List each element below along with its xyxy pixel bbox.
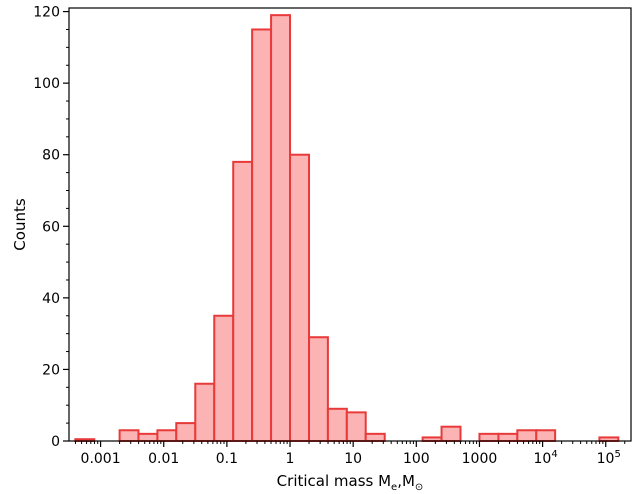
plot-frame	[68, 7, 632, 442]
histogram-bar-16	[440, 425, 462, 443]
x-tick-label-6: 1000	[462, 451, 498, 467]
histogram-bars	[74, 14, 620, 443]
x-axis-label-sub-sun: ⊙	[415, 482, 423, 493]
histogram-bar-3	[156, 429, 178, 443]
x-axis-label-sub-e: e	[391, 482, 397, 493]
histogram-bar-8	[251, 28, 273, 442]
x-axis-label-mid: ,M	[397, 472, 415, 490]
x-tick-label-2: 0.1	[216, 451, 238, 467]
histogram-bar-2	[137, 432, 159, 442]
y-tick-label-3: 60	[42, 219, 60, 235]
x-tick-label-7: 104	[533, 449, 557, 467]
histogram-bar-1	[118, 429, 140, 443]
y-axis-ticks: 0 20 40 60 80 100 120	[33, 5, 69, 450]
histogram-bar-11	[308, 336, 329, 442]
y-tick-label-0: 0	[51, 434, 60, 450]
histogram-bar-6	[213, 314, 235, 442]
y-tick-label-1: 20	[42, 362, 60, 378]
y-tick-label-2: 40	[42, 291, 60, 307]
y-tick-label-5: 100	[33, 76, 60, 92]
y-tick-label-4: 80	[42, 148, 60, 164]
x-axis-label: Critical mass Me,M⊙	[277, 472, 424, 493]
x-tick-label-0: 0.001	[81, 451, 121, 467]
y-tick-label-6: 120	[33, 5, 60, 21]
histogram-bar-7	[232, 160, 254, 442]
histogram-bar-13	[345, 411, 367, 442]
histogram-bar-5	[194, 382, 216, 442]
x-tick-label-1: 0.01	[148, 451, 179, 467]
x-tick-label-4: 10	[344, 451, 362, 467]
x-axis-ticks: 0.001 0.01 0.1 1 10 100 1000 104 105	[74, 441, 626, 467]
histogram-bar-17	[478, 432, 500, 442]
x-tick-label-5: 100	[403, 451, 430, 467]
histogram-bar-19	[516, 429, 538, 443]
histogram-bar-18	[497, 432, 519, 442]
histogram-bar-9	[270, 14, 292, 442]
histogram-bar-20	[535, 429, 557, 443]
x-tick-label-8: 105	[597, 449, 621, 467]
histogram-bar-14	[364, 432, 386, 442]
x-axis-label-main: Critical mass M	[277, 472, 391, 490]
x-tick-label-3: 1	[286, 451, 295, 467]
histogram-bar-12	[326, 407, 348, 443]
histogram-bar-4	[175, 422, 197, 442]
histogram-bar-10	[289, 153, 311, 442]
y-axis-label: Counts	[11, 198, 29, 251]
